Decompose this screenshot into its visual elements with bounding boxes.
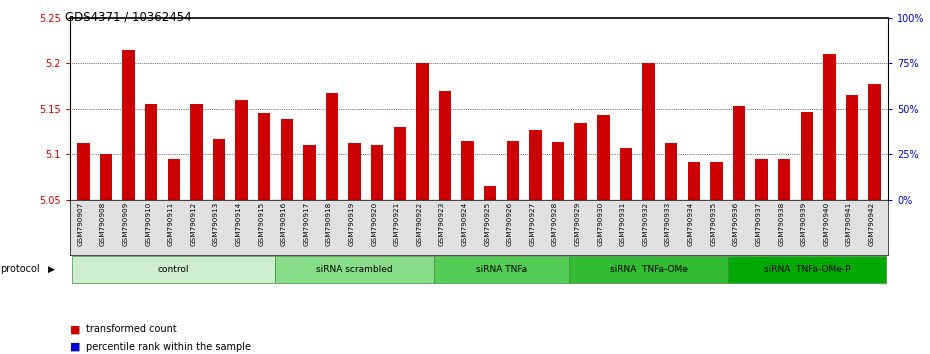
Text: GSM790939: GSM790939 xyxy=(801,202,806,246)
Text: GSM790942: GSM790942 xyxy=(869,202,874,246)
Bar xyxy=(461,141,474,200)
Bar xyxy=(349,143,361,200)
Bar xyxy=(733,106,745,200)
Bar xyxy=(643,63,655,200)
Bar xyxy=(433,256,569,284)
Text: GSM790917: GSM790917 xyxy=(303,202,310,246)
Text: GSM790925: GSM790925 xyxy=(485,202,490,246)
Text: GSM790931: GSM790931 xyxy=(620,202,626,246)
Bar xyxy=(801,112,813,200)
Text: GSM790936: GSM790936 xyxy=(733,202,739,246)
Bar xyxy=(597,115,609,200)
Bar xyxy=(72,256,275,284)
Text: GSM790909: GSM790909 xyxy=(123,202,128,246)
Bar xyxy=(326,93,339,200)
Text: GSM790929: GSM790929 xyxy=(575,202,580,246)
Text: siRNA  TNFa-OMe: siRNA TNFa-OMe xyxy=(609,265,687,274)
Text: ■: ■ xyxy=(70,342,80,352)
Bar xyxy=(258,113,271,200)
Text: GSM790935: GSM790935 xyxy=(711,202,716,246)
Bar xyxy=(275,256,433,284)
Bar xyxy=(755,159,768,200)
Text: GSM790911: GSM790911 xyxy=(167,202,174,246)
Bar xyxy=(869,84,881,200)
Text: GSM790922: GSM790922 xyxy=(417,202,422,246)
Text: GSM790916: GSM790916 xyxy=(281,202,286,246)
Bar xyxy=(100,154,113,200)
Text: GSM790914: GSM790914 xyxy=(235,202,242,246)
Text: GSM790908: GSM790908 xyxy=(100,202,106,246)
Text: ■: ■ xyxy=(70,324,80,334)
Text: GSM790921: GSM790921 xyxy=(393,202,400,246)
Bar xyxy=(123,50,135,200)
Text: GDS4371 / 10362454: GDS4371 / 10362454 xyxy=(65,11,192,24)
Text: GSM790926: GSM790926 xyxy=(507,202,512,246)
Bar xyxy=(371,145,383,200)
Bar xyxy=(77,143,89,200)
Text: GSM790907: GSM790907 xyxy=(77,202,84,246)
Text: GSM790928: GSM790928 xyxy=(552,202,558,246)
Bar xyxy=(167,159,180,200)
Text: GSM790915: GSM790915 xyxy=(259,202,264,246)
Text: GSM790918: GSM790918 xyxy=(326,202,332,246)
Bar xyxy=(507,141,519,200)
Bar xyxy=(711,162,723,200)
Text: GSM790940: GSM790940 xyxy=(823,202,830,246)
Bar xyxy=(281,119,293,200)
Text: GSM790941: GSM790941 xyxy=(846,202,852,246)
Text: GSM790934: GSM790934 xyxy=(687,202,694,246)
Bar xyxy=(823,54,835,200)
Bar xyxy=(190,104,203,200)
Bar xyxy=(619,148,632,200)
Text: GSM790927: GSM790927 xyxy=(529,202,536,246)
Text: GSM790932: GSM790932 xyxy=(643,202,648,246)
Bar xyxy=(665,143,677,200)
Bar xyxy=(551,142,565,200)
Text: protocol: protocol xyxy=(0,264,40,274)
Text: GSM790923: GSM790923 xyxy=(439,202,445,246)
Bar xyxy=(845,95,858,200)
Bar xyxy=(213,139,225,200)
Text: percentile rank within the sample: percentile rank within the sample xyxy=(86,342,251,352)
Text: GSM790924: GSM790924 xyxy=(461,202,468,246)
Bar xyxy=(393,127,406,200)
Bar xyxy=(145,104,157,200)
Bar xyxy=(569,256,727,284)
Text: GSM790920: GSM790920 xyxy=(371,202,378,246)
Bar xyxy=(575,122,587,200)
Text: control: control xyxy=(158,265,190,274)
Text: siRNA  TNFa-OMe-P: siRNA TNFa-OMe-P xyxy=(764,265,850,274)
Text: GSM790933: GSM790933 xyxy=(665,202,671,246)
Text: GSM790912: GSM790912 xyxy=(191,202,196,246)
Text: siRNA scrambled: siRNA scrambled xyxy=(316,265,392,274)
Bar xyxy=(687,162,700,200)
Text: GSM790937: GSM790937 xyxy=(755,202,762,246)
Bar xyxy=(417,63,429,200)
Bar xyxy=(727,256,886,284)
Bar xyxy=(235,100,247,200)
Text: transformed count: transformed count xyxy=(86,324,178,334)
Bar xyxy=(777,159,790,200)
Bar xyxy=(484,186,497,200)
Text: GSM790919: GSM790919 xyxy=(349,202,354,246)
Bar xyxy=(439,91,451,200)
Bar xyxy=(529,130,541,200)
Bar xyxy=(303,145,315,200)
Text: GSM790913: GSM790913 xyxy=(213,202,219,246)
Text: GSM790938: GSM790938 xyxy=(778,202,784,246)
Text: GSM790930: GSM790930 xyxy=(597,202,604,246)
Text: siRNA TNFa: siRNA TNFa xyxy=(476,265,527,274)
Text: ▶: ▶ xyxy=(48,265,55,274)
Text: GSM790910: GSM790910 xyxy=(145,202,152,246)
